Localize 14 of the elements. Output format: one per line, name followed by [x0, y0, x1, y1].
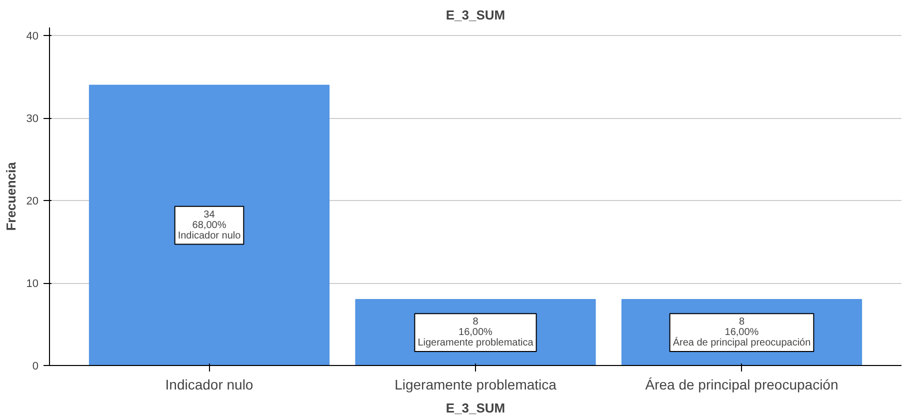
x-tick-label: Ligeramente problematica	[394, 376, 557, 392]
y-tick-label: 20	[26, 196, 39, 208]
y-tick-label: 0	[32, 360, 39, 372]
data-label: 8 16,00% Área de principal preocupación	[672, 316, 811, 348]
data-label: 8 16,00% Ligeramente problematica	[418, 316, 534, 348]
y-tick-label: 10	[26, 278, 39, 290]
x-axis-title: E_3_SUM	[446, 400, 506, 416]
x-tick-label: Área de principal preocupación	[645, 376, 838, 392]
chart-title: E_3_SUM	[446, 8, 506, 22]
y-tick-label: 30	[26, 113, 39, 126]
y-tick-label: 40	[26, 30, 39, 43]
data-label: 34 68,00% Indicador nulo	[178, 209, 242, 242]
x-tick-label: Indicador nulo	[165, 376, 254, 392]
y-axis-title: Frecuencia	[3, 161, 18, 231]
